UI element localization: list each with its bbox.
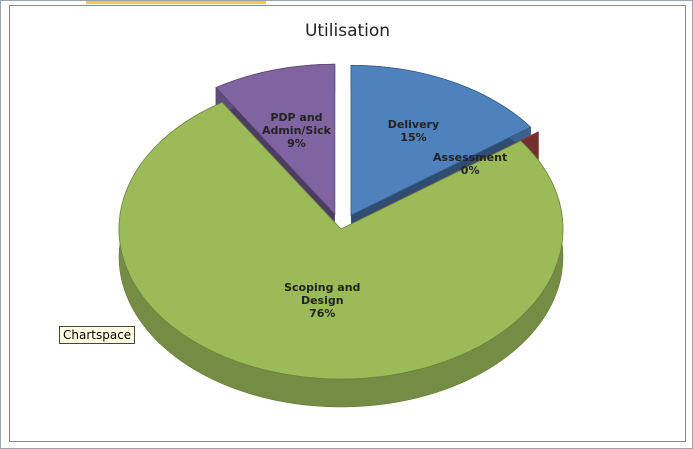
category-label: Delivery xyxy=(387,118,440,132)
data-label: Assessment 0% xyxy=(430,151,510,177)
value-label: 0% xyxy=(460,164,480,178)
value-label: 76% xyxy=(309,307,336,321)
chart-title: Utilisation xyxy=(304,21,391,41)
category-label: PDP and Admin/Sick xyxy=(261,110,331,137)
pie-tops xyxy=(118,63,564,380)
tooltip: Chartspace xyxy=(59,326,136,344)
slice xyxy=(350,64,532,216)
category-label: Scoping and Design xyxy=(284,281,361,308)
tab-highlight xyxy=(86,1,266,4)
data-label: Delivery 15% xyxy=(373,118,453,144)
value-label: 9% xyxy=(287,136,306,150)
slice xyxy=(215,63,336,216)
slice xyxy=(118,101,564,380)
data-label: PDP and Admin/Sick 9% xyxy=(256,111,336,150)
value-label: 15% xyxy=(400,131,427,145)
category-label: Assessment xyxy=(433,151,508,165)
data-label: Scoping and Design 76% xyxy=(282,281,362,320)
chart-frame xyxy=(9,5,686,442)
